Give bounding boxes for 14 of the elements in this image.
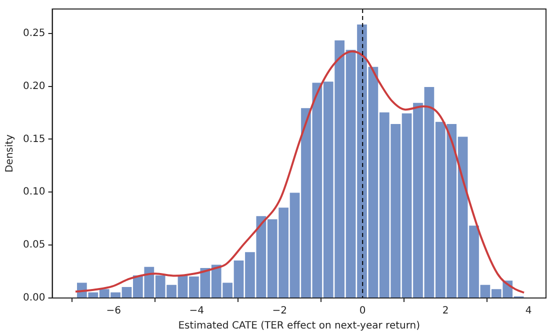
x-tick-label: −4 bbox=[189, 306, 204, 317]
y-axis-title: Density bbox=[4, 134, 16, 173]
y-tick-label: 0.15 bbox=[23, 134, 46, 145]
y-tick-label: 0.10 bbox=[23, 186, 46, 198]
y-tick-label: 0.00 bbox=[23, 292, 46, 304]
x-tick-label: −2 bbox=[272, 306, 288, 317]
x-axis-title: Estimated CATE (TER effect on next-year return) bbox=[178, 320, 420, 332]
x-tick-label: −6 bbox=[106, 306, 122, 317]
x-tick-label: 4 bbox=[525, 306, 532, 317]
y-tick-label: 0.25 bbox=[23, 28, 46, 39]
x-tick-label: 2 bbox=[442, 306, 449, 317]
x-tick-label: 0 bbox=[359, 306, 366, 317]
y-tick-label: 0.20 bbox=[23, 80, 46, 92]
y-tick-label: 0.05 bbox=[23, 240, 46, 251]
